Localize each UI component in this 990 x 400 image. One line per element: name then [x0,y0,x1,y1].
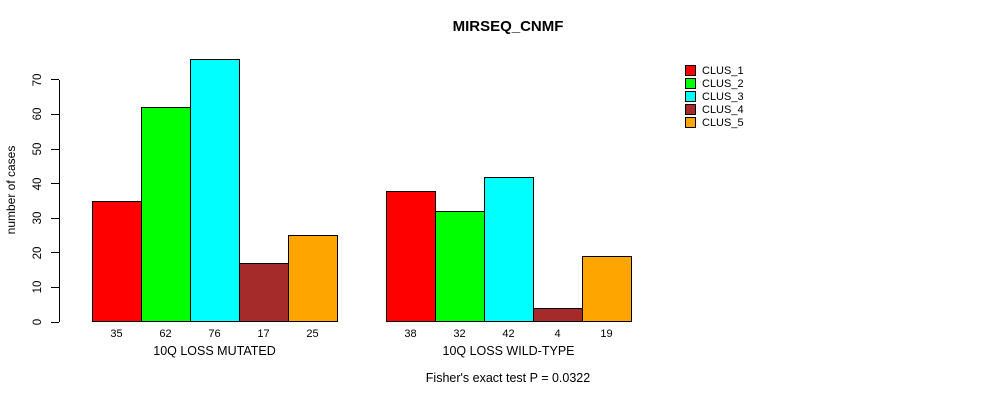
y-tick-mark [51,148,59,150]
legend-item-label: CLUS_3 [702,90,744,103]
bar-value-label: 62 [159,328,172,340]
chart-title: MIRSEQ_CNMF [452,18,564,35]
bar-value-label: 32 [453,328,466,340]
legend-item-label: CLUS_2 [702,77,744,90]
y-tick-mark [51,183,59,185]
bar-value-label: 17 [257,328,270,340]
y-axis-label: number of cases [4,145,18,235]
y-tick-mark [51,321,59,323]
y-tick-label: 20 [32,246,44,260]
bar-clus_2 [435,211,485,322]
legend-item-label: CLUS_1 [702,64,744,77]
legend: CLUS_1 CLUS_2 CLUS_3 CLUS_4 CLUS_5 [685,64,744,129]
bar-clus_5 [582,256,632,322]
legend-item: CLUS_2 [685,77,744,90]
y-tick-label: 10 [32,280,44,294]
bar-value-label: 19 [600,328,613,340]
bar-value-label: 35 [110,328,123,340]
legend-item-label: CLUS_4 [702,103,744,116]
y-tick-mark [51,252,59,254]
bar-clus_3 [484,177,534,322]
legend-swatch-icon [685,78,696,89]
legend-swatch-icon [685,65,696,76]
bar-value-label: 38 [404,328,417,340]
bar-clus_3 [190,59,240,322]
y-tick-label: 70 [32,73,44,87]
y-axis-line [59,80,60,322]
bar-value-label: 25 [306,328,319,340]
y-tick-label: 60 [32,107,44,121]
bar-clus_4 [239,263,289,322]
legend-item-label: CLUS_5 [702,116,744,129]
footnote: Fisher's exact test P = 0.0322 [425,371,591,385]
legend-item: CLUS_4 [685,103,744,116]
bar-value-label: 76 [208,328,221,340]
bar-clus_4 [533,308,583,322]
legend-swatch-icon [685,104,696,115]
bar-clus_2 [141,107,191,322]
legend-swatch-icon [685,91,696,102]
legend-item: CLUS_3 [685,90,744,103]
bar-clus_5 [288,235,338,322]
group-label: 10Q LOSS WILD-TYPE [442,344,575,358]
bar-clus_1 [92,201,142,322]
legend-item: CLUS_5 [685,116,744,129]
group-label: 10Q LOSS MUTATED [153,344,276,358]
y-tick-label: 30 [32,211,44,225]
y-tick-mark [51,113,59,115]
y-tick-label: 40 [32,177,44,190]
bar-clus_1 [386,191,436,322]
y-tick-mark [51,217,59,219]
y-tick-label: 0 [32,318,44,326]
bar-value-label: 42 [502,328,515,340]
y-tick-mark [51,286,59,288]
y-tick-label: 50 [32,142,44,156]
y-tick-mark [51,79,59,81]
bar-value-label: 4 [554,328,561,340]
legend-swatch-icon [685,117,696,128]
legend-item: CLUS_1 [685,64,744,77]
